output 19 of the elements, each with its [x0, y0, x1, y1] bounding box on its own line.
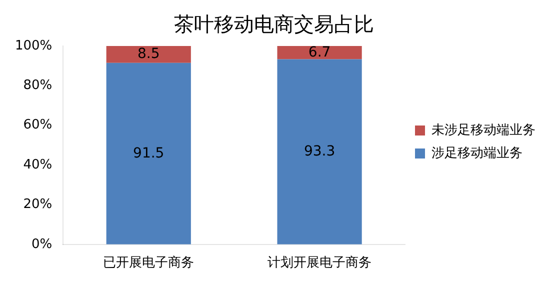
data-label: 8.5 — [137, 46, 160, 62]
y-tick-label: 40% — [23, 157, 52, 172]
data-label: 91.5 — [133, 145, 164, 162]
x-tick-label: 计划开展电子商务 — [268, 256, 372, 271]
legend-label: 涉足移动端业务 — [432, 146, 522, 161]
x-tick-label: 已开展电子商务 — [103, 256, 194, 271]
legend-label: 未涉足移动端业务 — [432, 122, 536, 138]
y-tick-label: 20% — [23, 197, 52, 212]
bar — [277, 46, 362, 60]
y-tick-label: 0% — [32, 236, 52, 252]
y-tick-label: 60% — [23, 118, 52, 133]
bar — [277, 59, 362, 244]
data-label: 93.3 — [304, 143, 336, 160]
chart-title: 茶叶移动电商交易占比 — [174, 12, 374, 36]
bar — [106, 62, 191, 244]
data-label: 6.7 — [308, 44, 331, 60]
y-tick-label: 100% — [14, 38, 52, 54]
y-tick-label: 80% — [23, 78, 52, 94]
bar — [106, 46, 191, 63]
